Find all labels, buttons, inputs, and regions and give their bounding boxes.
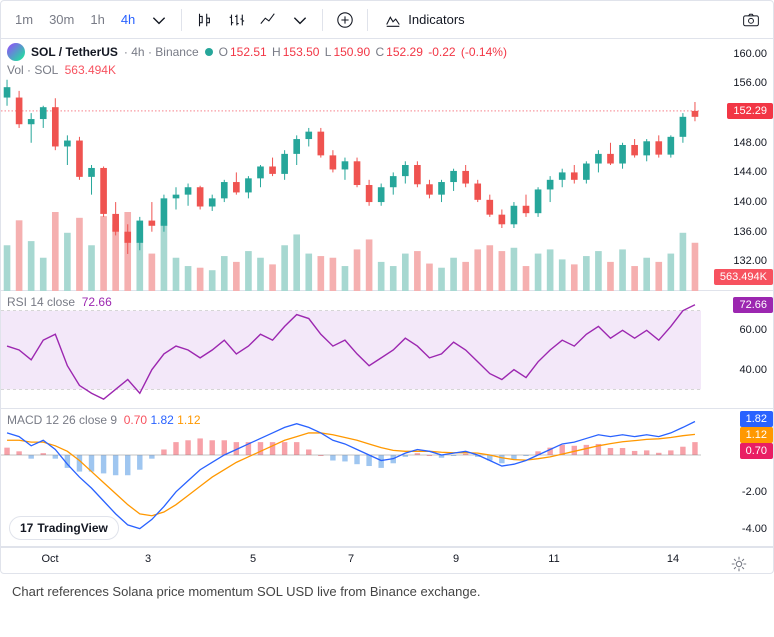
price-pane[interactable]: SOL / TetherUS · 4h · Binance O152.51 H1… bbox=[1, 39, 773, 291]
xtick: Oct bbox=[41, 553, 58, 565]
xtick: 11 bbox=[548, 553, 559, 565]
symbol-legend: SOL / TetherUS · 4h · Binance O152.51 H1… bbox=[7, 43, 509, 61]
chart-container: 1m30m1h4h Indicators SOL / TetherUS · 4h… bbox=[0, 0, 774, 574]
ohlc-values: O152.51 H153.50 L150.90 C152.29 -0.22 (-… bbox=[219, 45, 509, 59]
indicators-label: Indicators bbox=[408, 12, 464, 27]
price-yaxis: 132.00136.00140.00144.00148.00152.00156.… bbox=[713, 39, 773, 290]
separator bbox=[322, 9, 323, 31]
rsi-legend: RSI 14 close 72.66 bbox=[7, 295, 112, 309]
xtick: 9 bbox=[453, 553, 459, 565]
timeframe-4h[interactable]: 4h bbox=[115, 8, 141, 31]
plus-circle-icon[interactable] bbox=[331, 6, 359, 34]
panes: SOL / TetherUS · 4h · Binance O152.51 H1… bbox=[1, 39, 773, 573]
camera-icon[interactable] bbox=[737, 6, 765, 34]
chevron-down-icon[interactable] bbox=[286, 6, 314, 34]
gear-icon[interactable] bbox=[725, 550, 753, 574]
timeframe-1h[interactable]: 1h bbox=[84, 8, 110, 31]
status-dot bbox=[205, 48, 213, 56]
rsi-yaxis: 40.0060.0072.66 bbox=[713, 291, 773, 408]
line-chart-icon[interactable] bbox=[254, 6, 282, 34]
coin-icon bbox=[7, 43, 25, 61]
separator bbox=[367, 9, 368, 31]
xtick: 7 bbox=[348, 553, 354, 565]
symbol-name: SOL / TetherUS bbox=[31, 45, 118, 59]
candles-icon[interactable] bbox=[190, 6, 218, 34]
tradingview-badge[interactable]: 17TradingView bbox=[9, 516, 119, 540]
time-axis: Oct 3 5 7 9 11 14 bbox=[1, 547, 773, 573]
xtick: 3 bbox=[145, 553, 151, 565]
timeframe-1m[interactable]: 1m bbox=[9, 8, 39, 31]
macd-legend: MACD 12 26 close 9 0.70 1.82 1.12 bbox=[7, 413, 201, 427]
toolbar: 1m30m1h4h Indicators bbox=[1, 1, 773, 39]
bars-icon[interactable] bbox=[222, 6, 250, 34]
caption: Chart references Solana price momentum S… bbox=[0, 574, 774, 609]
macd-yaxis: -4.00-2.000.001.821.120.70 bbox=[713, 409, 773, 546]
indicators-button[interactable]: Indicators bbox=[376, 7, 472, 33]
xtick: 14 bbox=[667, 553, 679, 565]
xtick: 5 bbox=[250, 553, 256, 565]
timeframe-30m[interactable]: 30m bbox=[43, 8, 80, 31]
macd-pane[interactable]: MACD 12 26 close 9 0.70 1.82 1.12 -4.00-… bbox=[1, 409, 773, 547]
chevron-down-icon[interactable] bbox=[145, 6, 173, 34]
volume-legend: Vol · SOL 563.494K bbox=[7, 63, 116, 77]
separator bbox=[181, 9, 182, 31]
rsi-pane[interactable]: RSI 14 close 72.66 40.0060.0072.66 bbox=[1, 291, 773, 409]
